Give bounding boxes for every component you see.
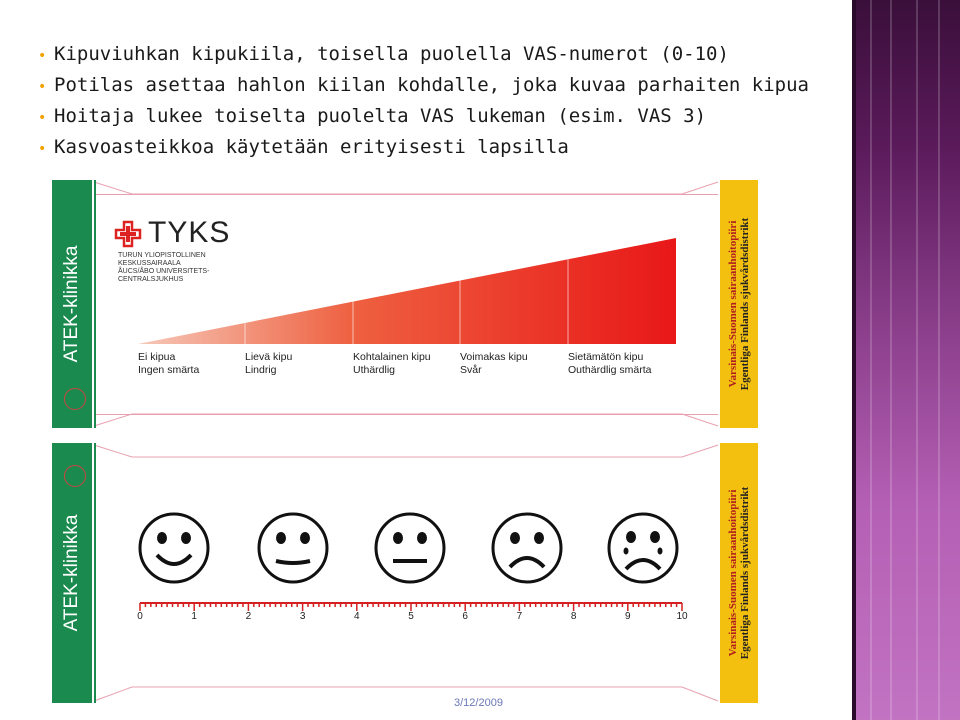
bullet-item: • Hoitaja lukee toiselta puolelta VAS luk… xyxy=(38,102,838,133)
clinic-label: ATEK-klinikka xyxy=(61,514,82,632)
bullet-dot-icon: • xyxy=(38,141,47,157)
faces-scale-card: ATEK-klinikka 0 1 2 3 4 5 6 7 8 9 10 Varsinais-Suo… xyxy=(52,443,758,703)
tick-label: 10 xyxy=(676,611,688,622)
vas-number-line xyxy=(139,602,683,611)
happy-face-icon xyxy=(138,512,210,584)
tick-label: 6 xyxy=(462,611,468,622)
bullet-item: • Kipuviuhkan kipukiila, toisella puolell… xyxy=(38,40,838,71)
scale-label-2: Kohtalainen kipu Uthärdlig xyxy=(353,351,431,376)
clinic-side-strip: ATEK-klinikka xyxy=(52,443,96,703)
sad-face-icon xyxy=(491,512,563,584)
tick-label: 2 xyxy=(245,611,252,622)
scale-label-0: Ei kipua Ingen smärta xyxy=(138,351,200,376)
footer-date: 3/12/2009 xyxy=(454,697,503,709)
bullet-dot-icon: • xyxy=(38,110,47,126)
slide-decor-bar xyxy=(856,0,960,720)
bullet-item: • Kasvoasteikkoa käytetään erityisesti la… xyxy=(38,133,838,164)
hole-circle-icon xyxy=(64,465,86,487)
bullet-dot-icon: • xyxy=(38,79,47,95)
tick-label: 7 xyxy=(516,611,523,622)
district-side-strip: Varsinais-Suomen sairaanhoitopiiri Egent… xyxy=(720,443,758,703)
scale-label-1: Lievä kipu Lindrig xyxy=(245,351,293,376)
tick-label: 0 xyxy=(137,611,143,622)
tick-label: 8 xyxy=(570,611,577,622)
clinic-label: ATEK-klinikka xyxy=(61,245,82,363)
district-label: Varsinais-Suomen sairaanhoitopiiri Egent… xyxy=(727,217,751,391)
hole-circle-icon xyxy=(64,388,86,410)
clinic-side-strip: ATEK-klinikka xyxy=(52,180,96,428)
bullet-item: • Potilas asettaa hahlon kiilan kohdalle,… xyxy=(38,71,838,102)
slight-smile-face-icon xyxy=(257,512,329,584)
logo-name: TYKS xyxy=(148,216,231,249)
pain-wedge-card: ATEK-klinikka TYKS TURUN YLIOPISTOLLINEN… xyxy=(52,180,758,428)
tick-label: 4 xyxy=(354,611,360,622)
card-outline xyxy=(93,181,719,427)
tick-label: 9 xyxy=(625,611,631,622)
tick-label: 5 xyxy=(408,611,414,622)
bullet-dot-icon: • xyxy=(38,48,47,64)
district-label: Varsinais-Suomen sairaanhoitopiiri Egent… xyxy=(727,486,751,660)
crying-face-icon xyxy=(607,512,679,584)
neutral-face-icon xyxy=(374,512,446,584)
scale-label-3: Voimakas kipu Svår xyxy=(460,351,528,376)
district-side-strip: Varsinais-Suomen sairaanhoitopiiri Egent… xyxy=(720,180,758,428)
bullet-list: • Kipuviuhkan kipukiila, toisella puolell… xyxy=(38,40,838,164)
tick-label: 1 xyxy=(191,611,197,622)
logo-subtitle: TURUN YLIOPISTOLLINEN KESKUSSAIRAALA ÅUC… xyxy=(118,252,210,283)
tick-label: 3 xyxy=(299,611,306,622)
hospital-cross-icon xyxy=(114,220,142,248)
card-outline xyxy=(93,444,719,702)
pain-wedge xyxy=(138,238,676,344)
slide-side-edge xyxy=(852,0,856,720)
scale-label-4: Sietämätön kipu Outhärdlig smärta xyxy=(568,351,652,376)
